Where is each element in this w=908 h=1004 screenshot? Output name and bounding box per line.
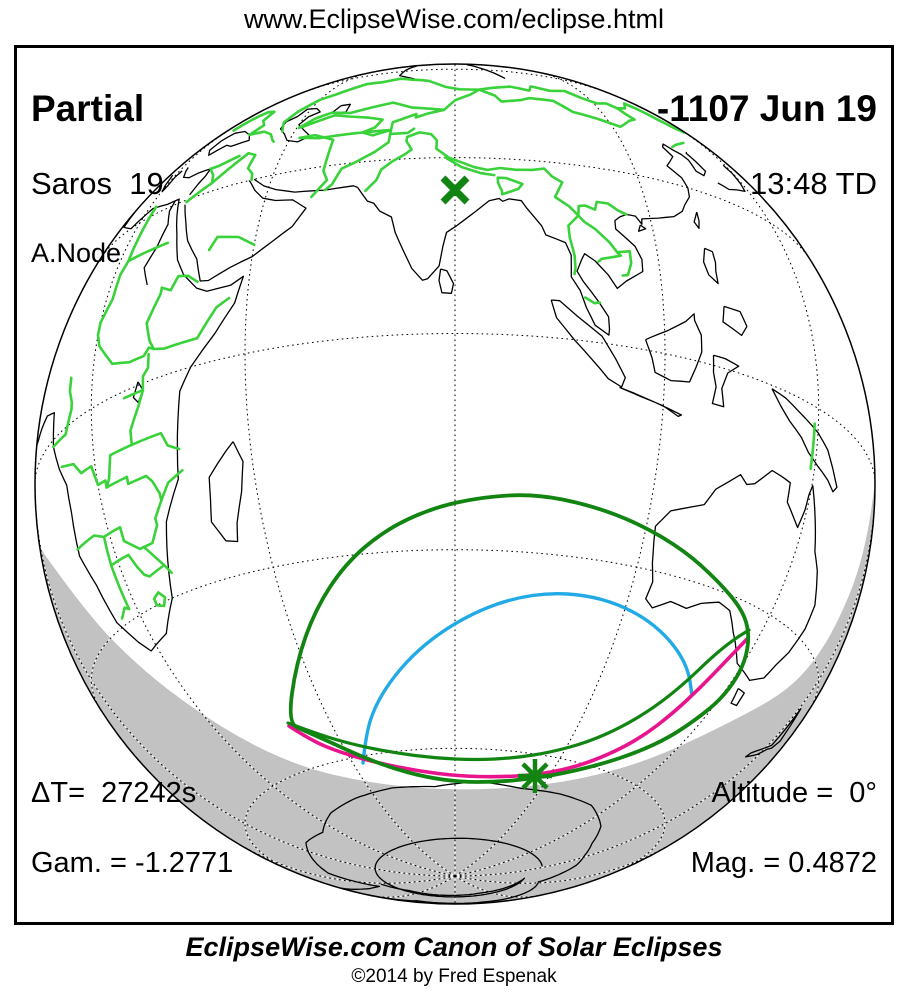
delta-t-label: ΔT= 27242s [31, 777, 197, 810]
eclipse-info-bottom-left: ΔT= 27242s Gam. = -1.2771 [31, 740, 233, 914]
border-syria-jordan [185, 167, 215, 204]
coast-antarctica-shelf [374, 837, 543, 898]
border-sudan-chad [96, 259, 130, 366]
border-nepal-india [444, 156, 496, 177]
coast-tasmania [730, 687, 745, 707]
border-angola-drc [60, 462, 108, 489]
coast-hainan [637, 224, 647, 232]
border-tanzania-mozambique [130, 431, 181, 451]
eclipse-map-frame: Partial Saros 19 A.Node -1107 Jun 19 13:… [14, 45, 894, 925]
coast-new-guinea [771, 388, 838, 493]
border-zim-mozambique [142, 499, 163, 549]
border-myanmar-china-laos [553, 181, 628, 217]
coast-taiwan [693, 211, 700, 230]
coast-borneo [644, 313, 703, 383]
border-botswana-sa [109, 553, 164, 578]
altitude-label: Altitude = 0° [711, 777, 877, 810]
page-title: www.EclipseWise.com/eclipse.html [243, 4, 665, 34]
coast-sulawesi [711, 354, 740, 408]
border-turkmen-uzbek [298, 114, 384, 140]
gamma-label: Gam. = -1.2771 [31, 847, 234, 880]
coast-sumatra [550, 299, 626, 388]
globe-map [34, 63, 876, 905]
border-ethiopia-kenya [145, 321, 156, 351]
magnitude-contour [361, 592, 694, 765]
border-kazakh-south [297, 88, 481, 130]
eclipse-info-top-right: -1107 Jun 19 13:48 TD [657, 54, 877, 239]
border-thai-myanmar [567, 214, 580, 276]
copyright: ©2014 by Fred Espenak [351, 966, 557, 987]
border-eritrea-djibouti [160, 274, 199, 292]
border-ukraine-russia [232, 110, 276, 137]
coast-sri-lanka [438, 268, 455, 294]
border-iraq-syria [210, 152, 250, 185]
border-iran-east [298, 133, 335, 199]
coast-madagascar [208, 441, 244, 543]
country-borders [52, 77, 816, 620]
coast-ob-river [399, 65, 417, 81]
coast-arabia [184, 180, 307, 282]
coast-luzon [702, 247, 719, 285]
border-ssudan-ethiopia-somalia [111, 296, 231, 366]
coast-levant-anatolia [182, 167, 212, 196]
coast-mindanao [722, 305, 748, 337]
border-tajik-kyrgyz [361, 108, 446, 134]
border-zim-botswana-sa [102, 525, 173, 575]
coast-australia [645, 469, 818, 682]
border-yemen-saudi [207, 235, 256, 252]
border-sudan-ethiopia [145, 286, 164, 325]
coast-japan [717, 164, 746, 193]
node-label: A.Node [31, 238, 122, 269]
border-lesotho [152, 591, 167, 608]
border-korea-china [671, 141, 685, 149]
coast-antarctica [305, 780, 602, 904]
eclipse-info-top-left: Partial Saros 19 A.Node [31, 54, 164, 303]
border-uganda-kenya [122, 352, 150, 400]
border-india-pakistan [364, 131, 433, 193]
penumbra-outline [288, 493, 751, 784]
saros-label: Saros 19 [31, 166, 164, 202]
coast-greece [161, 170, 183, 193]
coast-java [619, 386, 683, 418]
coast-yenisei-river [466, 64, 506, 79]
eclipse-time-label: 13:48 TD [750, 166, 877, 202]
subsolar-cross-marker [440, 175, 470, 205]
border-turkey-syria [209, 154, 241, 171]
border-gabon-cameroon [52, 376, 74, 449]
border-indonesia-png [809, 422, 816, 471]
eclipse-info-bottom-right: Altitude = 0° Mag. = 0.4872 [691, 740, 877, 914]
border-namibia [76, 534, 131, 620]
coast-iran-pakistan-coast [253, 178, 358, 193]
greatest-eclipse-star-marker [518, 759, 552, 793]
border-vietnam-cambodia [615, 250, 633, 277]
globe-limb [34, 63, 876, 905]
canon-title: EclipseWise.com Canon of Solar Eclipses [185, 932, 723, 962]
border-malaysia-thai [584, 296, 602, 305]
border-himalaya-china [429, 132, 564, 184]
penumbra-inner-limit [286, 628, 751, 762]
border-caspian-north [281, 109, 301, 133]
coast-nile [143, 200, 176, 286]
coast-black-sea [208, 130, 251, 156]
coastlines [35, 64, 838, 904]
magnitude-label: Mag. = 0.4872 [690, 847, 877, 880]
border-iran-iraq [246, 152, 257, 182]
eclipse-type-label: Partial [31, 87, 145, 129]
border-bangladesh [496, 176, 524, 196]
coast-africa [35, 198, 245, 652]
border-afghan-pak [323, 132, 392, 192]
coast-south-asia-east-asia [357, 143, 707, 336]
border-tanzania-zambia-malawi [105, 388, 184, 502]
border-mongolia-china [477, 88, 636, 129]
border-russia-kazakh-mongolia-china [297, 77, 686, 134]
border-caucasus [248, 130, 275, 143]
eclipse-date-label: -1107 Jun 19 [656, 87, 877, 129]
border-afghan-north [361, 127, 416, 137]
coast-new-zealand [744, 707, 802, 758]
